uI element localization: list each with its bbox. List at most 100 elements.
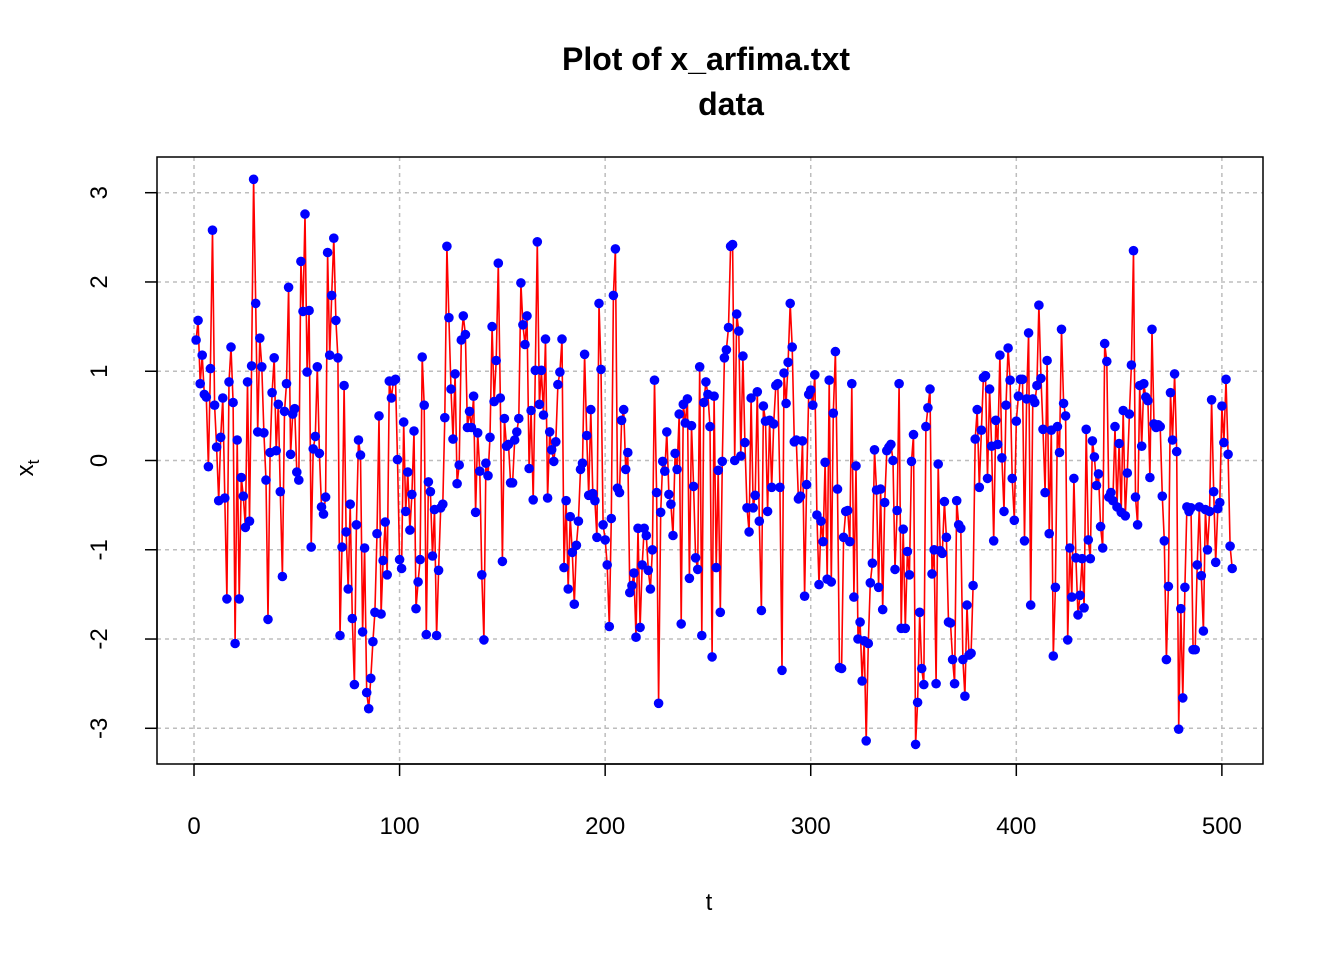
- data-point: [195, 378, 205, 389]
- data-point: [1081, 424, 1091, 435]
- data-point: [201, 392, 212, 402]
- data-point: [962, 600, 972, 610]
- y-tick-label: -1: [86, 539, 113, 560]
- data-point: [411, 603, 421, 614]
- data-point: [851, 461, 861, 471]
- data-point: [900, 623, 911, 634]
- data-point: [452, 478, 462, 489]
- data-point: [341, 527, 351, 537]
- data-point: [1011, 416, 1022, 427]
- data-point: [361, 687, 372, 698]
- data-point: [331, 315, 341, 326]
- data-point: [886, 439, 896, 450]
- data-point: [863, 638, 874, 649]
- data-point: [653, 698, 664, 709]
- data-point: [300, 209, 310, 219]
- data-point: [781, 398, 791, 409]
- data-point: [797, 436, 808, 446]
- data-point: [709, 391, 719, 402]
- data-point: [522, 311, 532, 321]
- data-point: [1202, 545, 1213, 555]
- data-point: [949, 678, 960, 689]
- data-point: [1173, 724, 1184, 734]
- data-point: [312, 362, 323, 372]
- data-point: [390, 374, 401, 385]
- data-point: [232, 435, 242, 445]
- chart-title-line2: data: [698, 86, 764, 122]
- data-point: [752, 387, 763, 397]
- data-point: [468, 391, 479, 402]
- data-point: [203, 461, 214, 472]
- data-point: [699, 397, 709, 408]
- data-point: [1083, 535, 1094, 545]
- data-point: [215, 432, 226, 443]
- data-point: [1126, 360, 1137, 370]
- data-point: [873, 582, 884, 593]
- data-point: [734, 326, 744, 336]
- data-point: [801, 479, 812, 490]
- data-point: [594, 298, 604, 309]
- data-point: [464, 406, 475, 417]
- data-point: [1110, 421, 1120, 432]
- data-point: [750, 490, 760, 501]
- data-point: [805, 385, 816, 395]
- data-point: [1075, 590, 1085, 601]
- data-point: [768, 419, 779, 429]
- data-point: [193, 315, 203, 326]
- data-point: [310, 431, 321, 442]
- data-point: [244, 516, 255, 526]
- data-point: [577, 458, 588, 469]
- data-point: [1178, 693, 1188, 703]
- data-point: [1095, 521, 1106, 532]
- data-point: [849, 592, 859, 602]
- data-point: [746, 393, 756, 403]
- data-point: [1067, 592, 1077, 602]
- data-point: [1227, 563, 1237, 574]
- data-point: [218, 393, 228, 403]
- data-point: [222, 594, 232, 604]
- data-point: [1056, 324, 1067, 335]
- data-point: [855, 617, 865, 627]
- data-point: [191, 335, 201, 345]
- data-point: [409, 426, 419, 436]
- data-point: [766, 482, 777, 493]
- data-point: [567, 547, 578, 558]
- data-point: [279, 406, 290, 417]
- x-tick-label: 0: [187, 813, 200, 840]
- data-point: [773, 378, 783, 389]
- data-point: [1054, 447, 1065, 458]
- data-point: [912, 697, 923, 708]
- data-point: [1128, 245, 1139, 256]
- data-point: [292, 467, 302, 477]
- data-point: [1048, 651, 1059, 661]
- data-point: [898, 524, 908, 534]
- data-point: [600, 535, 610, 545]
- y-tick-label: 0: [86, 454, 113, 467]
- data-point: [1097, 543, 1108, 553]
- data-point: [947, 654, 958, 665]
- data-point: [209, 400, 220, 411]
- data-point: [254, 333, 265, 344]
- data-point: [664, 489, 674, 500]
- data-point: [857, 676, 867, 686]
- data-point: [248, 174, 259, 185]
- data-point: [1171, 446, 1182, 457]
- data-point: [403, 467, 413, 477]
- data-point: [676, 619, 686, 629]
- data-point: [639, 523, 649, 534]
- data-point: [425, 486, 436, 497]
- data-point: [526, 405, 536, 416]
- data-point: [608, 290, 619, 301]
- y-tick-label: -2: [86, 628, 113, 649]
- data-point: [590, 495, 600, 506]
- data-point: [347, 613, 358, 624]
- data-point: [645, 584, 656, 594]
- data-point: [596, 364, 606, 375]
- data-point: [655, 507, 666, 518]
- data-point: [713, 465, 723, 476]
- data-point: [405, 525, 415, 535]
- data-point: [516, 278, 526, 288]
- data-point: [472, 428, 483, 438]
- data-point: [690, 553, 701, 563]
- data-point: [285, 449, 296, 460]
